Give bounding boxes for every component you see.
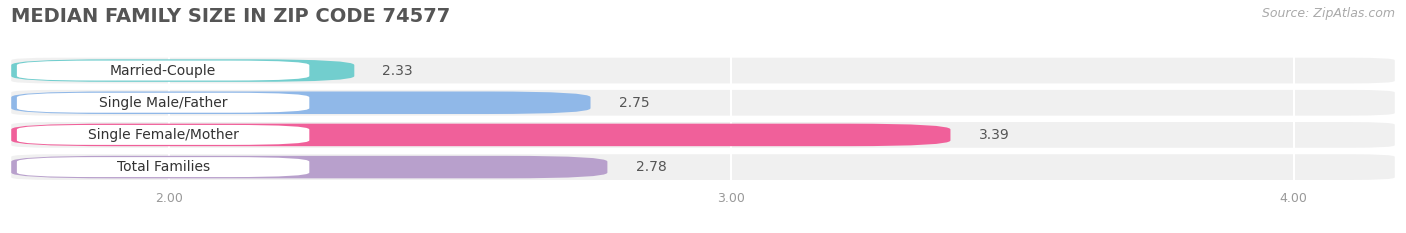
Text: Total Families: Total Families: [117, 160, 209, 174]
FancyBboxPatch shape: [11, 58, 1395, 83]
FancyBboxPatch shape: [11, 92, 591, 114]
FancyBboxPatch shape: [11, 59, 354, 82]
FancyBboxPatch shape: [11, 154, 1395, 180]
FancyBboxPatch shape: [11, 124, 950, 146]
FancyBboxPatch shape: [17, 157, 309, 177]
FancyBboxPatch shape: [11, 90, 1395, 116]
FancyBboxPatch shape: [11, 156, 607, 178]
Text: 2.33: 2.33: [382, 64, 413, 78]
FancyBboxPatch shape: [17, 125, 309, 145]
Text: 3.39: 3.39: [979, 128, 1010, 142]
Text: 2.75: 2.75: [619, 96, 650, 110]
Text: Single Female/Mother: Single Female/Mother: [87, 128, 239, 142]
FancyBboxPatch shape: [17, 93, 309, 113]
Text: Single Male/Father: Single Male/Father: [98, 96, 228, 110]
Text: Married-Couple: Married-Couple: [110, 64, 217, 78]
Text: MEDIAN FAMILY SIZE IN ZIP CODE 74577: MEDIAN FAMILY SIZE IN ZIP CODE 74577: [11, 7, 450, 26]
FancyBboxPatch shape: [17, 61, 309, 81]
Text: 2.78: 2.78: [636, 160, 666, 174]
FancyBboxPatch shape: [11, 122, 1395, 148]
Text: Source: ZipAtlas.com: Source: ZipAtlas.com: [1261, 7, 1395, 20]
